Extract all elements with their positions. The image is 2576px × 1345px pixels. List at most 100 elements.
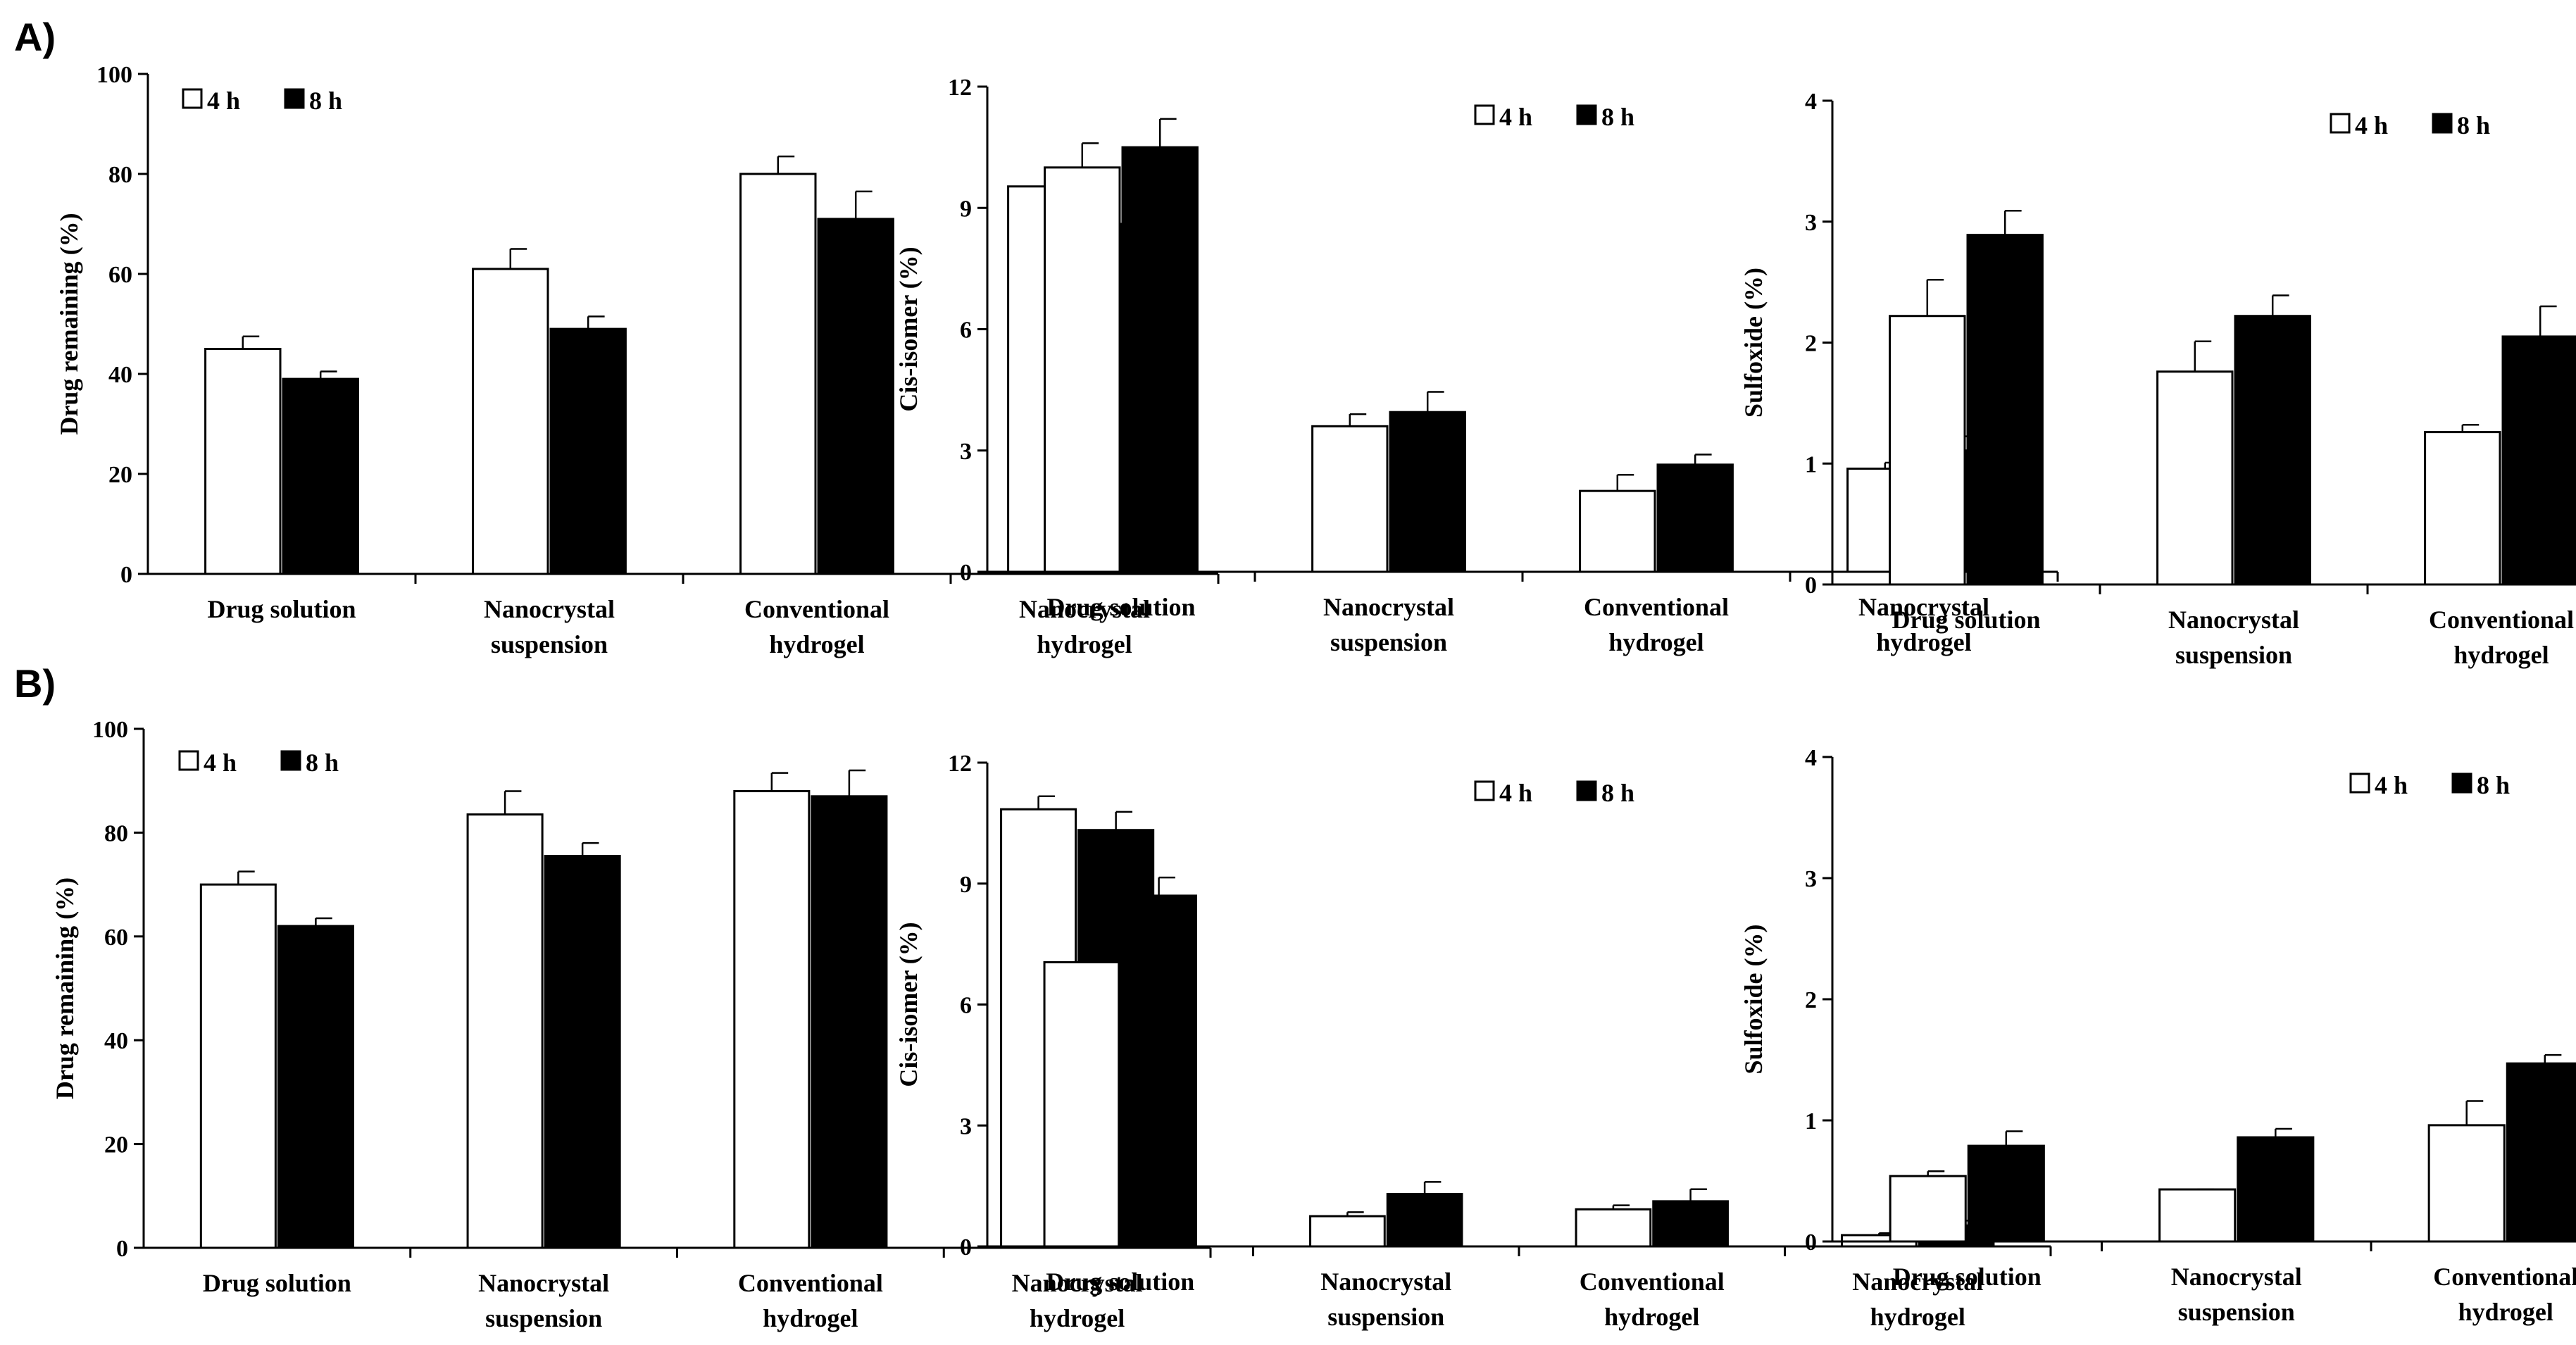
bar-8h bbox=[2234, 315, 2311, 586]
y-tick-label: 6 bbox=[960, 318, 972, 344]
bar-8h bbox=[1389, 411, 1466, 573]
x-tick-label: Nanocrystal bbox=[1323, 593, 1454, 621]
x-tick-label: Drug solution bbox=[1046, 593, 1195, 621]
y-tick-label: 20 bbox=[108, 462, 132, 488]
y-tick-label: 0 bbox=[1805, 1230, 1817, 1256]
bar-8h bbox=[1121, 146, 1199, 573]
y-tick-label: 60 bbox=[108, 262, 132, 288]
bar-4h bbox=[1889, 315, 1966, 586]
bar-4h bbox=[466, 813, 544, 1249]
x-tick-label: hydrogel bbox=[1030, 1304, 1125, 1332]
legend-swatch bbox=[2330, 113, 2351, 134]
y-tick-label: 12 bbox=[948, 75, 972, 101]
bar-8h bbox=[544, 855, 621, 1249]
legend-label: 8 h bbox=[309, 87, 342, 115]
y-tick-label: 0 bbox=[120, 562, 132, 588]
x-tick-label: Nanocrystal bbox=[2171, 1263, 2302, 1291]
bar-4h bbox=[2156, 370, 2234, 586]
x-tick-label: hydrogel bbox=[2453, 641, 2549, 669]
x-tick-label: Nanocrystal bbox=[1012, 1269, 1143, 1297]
y-tick-label: 4 bbox=[1805, 745, 1817, 771]
y-axis-title: Drug remaining (%) bbox=[51, 877, 79, 1099]
x-tick-label: Drug solution bbox=[1893, 1263, 2042, 1291]
bar-4h bbox=[739, 173, 817, 575]
bar-8h bbox=[282, 377, 359, 575]
x-tick-label: hydrogel bbox=[2458, 1298, 2553, 1326]
bar-8h bbox=[1652, 1200, 1729, 1248]
legend-swatch bbox=[280, 750, 301, 771]
y-tick-label: 0 bbox=[960, 560, 972, 586]
x-tick-label: Drug solution bbox=[207, 595, 356, 623]
y-tick-label: 100 bbox=[92, 717, 128, 743]
legend-label: 8 h bbox=[306, 749, 339, 777]
legend-label: 4 h bbox=[1499, 103, 1532, 131]
y-axis-title: Cis-isomer (%) bbox=[894, 246, 923, 411]
x-tick-label: hydrogel bbox=[769, 630, 864, 658]
legend-swatch bbox=[1474, 780, 1495, 801]
bar-8h bbox=[1966, 234, 2044, 586]
x-tick-label: suspension bbox=[2175, 641, 2292, 669]
x-tick-label: Drug solution bbox=[203, 1269, 351, 1297]
x-tick-label: hydrogel bbox=[1870, 1303, 1965, 1331]
y-tick-label: 4 bbox=[1805, 89, 1817, 115]
bar-4h bbox=[1889, 1175, 1967, 1243]
y-axis-title: Sulfoxide (%) bbox=[1739, 268, 1768, 418]
y-tick-label: 0 bbox=[960, 1234, 972, 1260]
legend: 4 h 8 h bbox=[1474, 779, 1634, 807]
legend-swatch bbox=[1474, 104, 1495, 125]
bar-4h bbox=[472, 268, 549, 575]
bar-8h bbox=[2506, 1062, 2576, 1243]
x-tick-label: suspension bbox=[2178, 1298, 2295, 1326]
legend: 4 h 8 h bbox=[2349, 771, 2510, 799]
x-tick-label: Nanocrystal bbox=[1320, 1268, 1451, 1296]
legend: 4 h 8 h bbox=[1474, 103, 1634, 131]
x-tick-label: hydrogel bbox=[1604, 1303, 1699, 1331]
bar-4h bbox=[1044, 166, 1121, 573]
x-tick-label: suspension bbox=[485, 1304, 602, 1332]
x-tick-label: Conventional bbox=[1580, 1268, 1725, 1296]
legend-label: 4 h bbox=[2375, 771, 2408, 799]
y-tick-label: 1 bbox=[1805, 451, 1817, 477]
legend-swatch bbox=[2349, 772, 2370, 794]
y-tick-label: 100 bbox=[96, 62, 132, 88]
y-tick-label: 60 bbox=[104, 925, 128, 951]
legend-swatch bbox=[1576, 104, 1597, 125]
legend-label: 8 h bbox=[2457, 111, 2490, 139]
legend-label: 4 h bbox=[1499, 779, 1532, 807]
bar-4h bbox=[1043, 961, 1120, 1248]
y-tick-label: 40 bbox=[108, 362, 132, 388]
bar-4h bbox=[1311, 425, 1389, 573]
bar-8h bbox=[811, 795, 888, 1249]
bar-4h bbox=[204, 348, 282, 575]
legend: 4 h 8 h bbox=[178, 749, 339, 777]
bar-8h bbox=[1656, 463, 1734, 573]
x-tick-label: Nanocrystal bbox=[2168, 606, 2299, 634]
y-tick-label: 12 bbox=[948, 751, 972, 777]
legend-label: 8 h bbox=[1601, 103, 1634, 131]
y-tick-label: 3 bbox=[960, 1113, 972, 1139]
y-tick-label: 2 bbox=[1805, 987, 1817, 1013]
legend-swatch bbox=[2432, 113, 2453, 134]
legend-swatch bbox=[178, 750, 199, 771]
bar-4h bbox=[2424, 431, 2501, 586]
bar-8h bbox=[1120, 894, 1197, 1248]
x-tick-label: Conventional bbox=[2429, 606, 2574, 634]
x-tick-label: hydrogel bbox=[1037, 630, 1132, 658]
legend-label: 8 h bbox=[2477, 771, 2510, 799]
x-tick-label: Nanocrystal bbox=[484, 595, 615, 623]
y-tick-label: 3 bbox=[1805, 866, 1817, 892]
x-tick-label: hydrogel bbox=[1608, 628, 1703, 656]
legend-swatch bbox=[1576, 780, 1597, 801]
x-tick-label: Conventional bbox=[2433, 1263, 2576, 1291]
bar-4h bbox=[1579, 489, 1656, 573]
legend: 4 h 8 h bbox=[182, 87, 342, 115]
y-tick-label: 3 bbox=[960, 439, 972, 465]
x-tick-label: hydrogel bbox=[763, 1304, 858, 1332]
x-tick-label: suspension bbox=[1330, 628, 1447, 656]
bar-4h bbox=[2427, 1124, 2506, 1243]
bar-8h bbox=[1386, 1193, 1463, 1248]
